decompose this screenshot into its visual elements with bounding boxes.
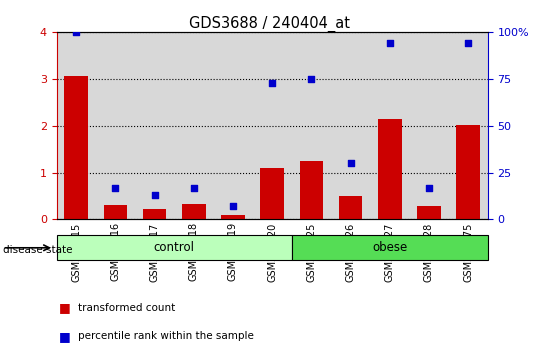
Point xyxy=(72,29,80,35)
Bar xyxy=(143,209,167,219)
Bar xyxy=(57,235,292,260)
Bar xyxy=(221,215,245,219)
Point xyxy=(425,185,433,190)
Point xyxy=(346,160,355,166)
Text: transformed count: transformed count xyxy=(78,303,175,313)
Text: ■: ■ xyxy=(59,330,71,343)
Bar xyxy=(417,206,441,219)
Point xyxy=(464,40,473,46)
Bar xyxy=(378,119,402,219)
Bar xyxy=(213,32,253,219)
Text: percentile rank within the sample: percentile rank within the sample xyxy=(78,331,254,341)
Bar xyxy=(331,32,370,219)
Bar xyxy=(57,32,96,219)
Bar xyxy=(300,161,323,219)
Bar xyxy=(182,205,205,219)
Bar xyxy=(410,32,448,219)
Bar xyxy=(457,125,480,219)
Point xyxy=(229,204,237,209)
Bar xyxy=(260,168,284,219)
Text: GDS3688 / 240404_at: GDS3688 / 240404_at xyxy=(189,16,350,32)
Point xyxy=(268,80,277,85)
Text: obese: obese xyxy=(372,241,407,254)
Point xyxy=(307,76,316,81)
Bar xyxy=(448,32,488,219)
Bar xyxy=(370,32,410,219)
Bar xyxy=(292,235,488,260)
Bar xyxy=(253,32,292,219)
Bar xyxy=(103,205,127,219)
Point xyxy=(385,40,394,46)
Point xyxy=(190,185,198,190)
Bar xyxy=(339,196,362,219)
Bar xyxy=(65,76,88,219)
Text: ■: ■ xyxy=(59,302,71,314)
Bar xyxy=(96,32,135,219)
Bar xyxy=(174,32,213,219)
Bar xyxy=(292,32,331,219)
Text: control: control xyxy=(154,241,195,254)
Point xyxy=(150,192,159,198)
Bar xyxy=(135,32,174,219)
Text: disease state: disease state xyxy=(3,245,72,255)
Point xyxy=(111,185,120,190)
